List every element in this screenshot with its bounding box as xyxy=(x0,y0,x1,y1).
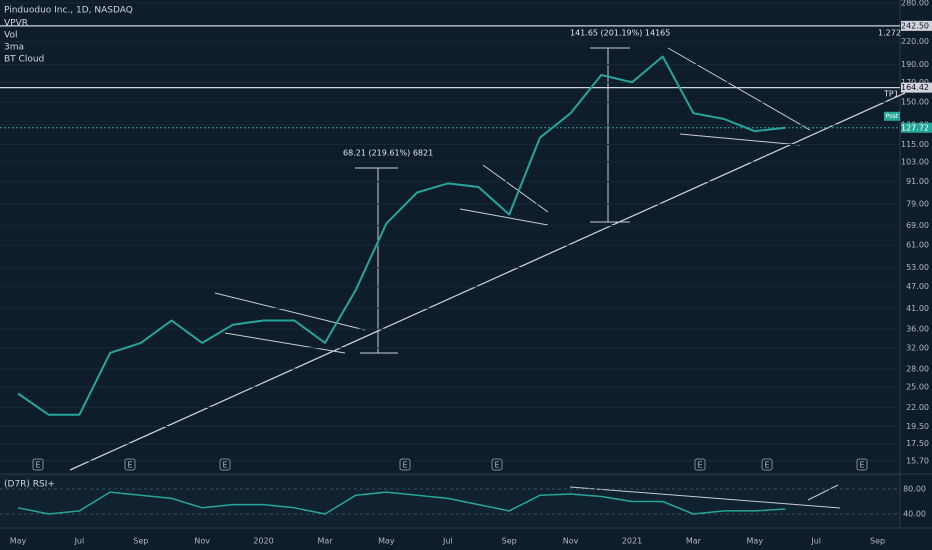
earnings-marker xyxy=(32,458,44,471)
earnings-marker xyxy=(399,458,411,471)
annotation: 141.65 (201.19%) 14165 xyxy=(570,29,670,38)
x-tick-label: Jul xyxy=(74,537,85,546)
price-tag xyxy=(884,111,900,121)
y-tick-label: 190.00 xyxy=(901,60,929,69)
y-tick-label: 36.00 xyxy=(906,325,929,334)
y-tick-label: 41.00 xyxy=(906,304,929,313)
y-tick-label: 47.00 xyxy=(906,282,929,291)
earnings-marker xyxy=(124,458,136,471)
y-tick-label: 17.50 xyxy=(906,439,929,448)
x-tick-label: Jul xyxy=(810,537,821,546)
rsi-trend-line xyxy=(569,486,841,509)
flag-line xyxy=(459,208,549,226)
earnings-marker xyxy=(694,458,706,471)
earnings-label: E xyxy=(127,461,132,470)
wedge-line xyxy=(679,133,801,146)
series-line xyxy=(17,491,786,515)
y-tick-label: 170.00 xyxy=(901,78,929,87)
legend-item: VPVR xyxy=(4,19,28,29)
rsi-panel xyxy=(0,474,900,528)
earnings-label: E xyxy=(35,461,40,470)
price-tag-name: Post xyxy=(886,113,899,120)
y-tick-label: 61.00 xyxy=(906,241,929,250)
y-tick-label: 280.00 xyxy=(901,0,929,8)
earnings-label: E xyxy=(494,461,499,470)
x-tick-label: Sep xyxy=(133,537,148,546)
annotation: 1.272 xyxy=(878,29,901,38)
rsi-title: (D7R) RSI+ xyxy=(4,480,55,490)
legend-title: Pinduoduo Inc., 1D, NASDAQ xyxy=(4,6,133,16)
y-tick-label: 79.00 xyxy=(906,200,929,209)
x-tick-label: Sep xyxy=(870,537,885,546)
flag-line xyxy=(224,332,346,354)
earnings-marker xyxy=(761,458,773,471)
x-tick-label: Nov xyxy=(194,537,210,546)
series-line xyxy=(17,55,786,416)
level-tag-label: 164.42 xyxy=(901,83,929,92)
x-tick-label: Jul xyxy=(442,537,453,546)
earnings-marker xyxy=(491,458,503,471)
flag-line xyxy=(214,292,366,331)
price-tag-label: 127.72 xyxy=(901,123,929,132)
x-tick-label: May xyxy=(747,537,764,546)
earnings-label: E xyxy=(859,461,864,470)
y-tick-label: 40.00 xyxy=(903,510,926,519)
legend-item: BT Cloud xyxy=(4,55,44,65)
level-tag xyxy=(901,82,932,93)
x-tick-label: May xyxy=(10,537,27,546)
y-tick-label: 32.00 xyxy=(906,343,929,352)
y-tick-label: 115.00 xyxy=(901,140,929,149)
level-tag-label: 242.50 xyxy=(901,21,929,30)
earnings-label: E xyxy=(222,461,227,470)
x-tick-label: May xyxy=(378,537,395,546)
x-tick-label: 2020 xyxy=(253,537,273,546)
y-tick-label: 25.00 xyxy=(906,383,929,392)
earnings-marker xyxy=(856,458,868,471)
earnings-marker xyxy=(219,458,231,471)
arrow xyxy=(807,484,839,501)
x-tick-label: 2021 xyxy=(622,537,642,546)
y-tick-label: 103.00 xyxy=(901,157,929,166)
x-tick-label: Sep xyxy=(502,537,517,546)
y-tick-label: 80.00 xyxy=(903,485,926,494)
earnings-label: E xyxy=(402,461,407,470)
wedge-line xyxy=(667,47,811,131)
y-tick-label: 19.50 xyxy=(906,422,929,431)
earnings-label: E xyxy=(764,461,769,470)
legend-item: 3ma xyxy=(4,43,24,53)
y-tick-label: 22.00 xyxy=(906,403,929,412)
earnings-label: E xyxy=(697,461,702,470)
y-tick-label: 53.00 xyxy=(906,263,929,272)
x-tick-label: Mar xyxy=(317,537,333,546)
legend-item: Vol xyxy=(4,31,17,41)
y-tick-label: 150.00 xyxy=(901,98,929,107)
x-tick-label: Mar xyxy=(686,537,702,546)
annotation: 68.21 (219.61%) 6821 xyxy=(343,149,433,158)
y-tick-label: 91.00 xyxy=(906,177,929,186)
level-tag xyxy=(901,20,932,31)
annotation: TP1 xyxy=(883,90,899,99)
y-tick-label: 69.00 xyxy=(906,221,929,230)
y-tick-label: 220.00 xyxy=(901,37,929,46)
y-tick-label: 28.00 xyxy=(906,365,929,374)
x-tick-label: Nov xyxy=(563,537,579,546)
price-tag xyxy=(901,122,932,133)
y-tick-label: 15.70 xyxy=(906,457,929,466)
